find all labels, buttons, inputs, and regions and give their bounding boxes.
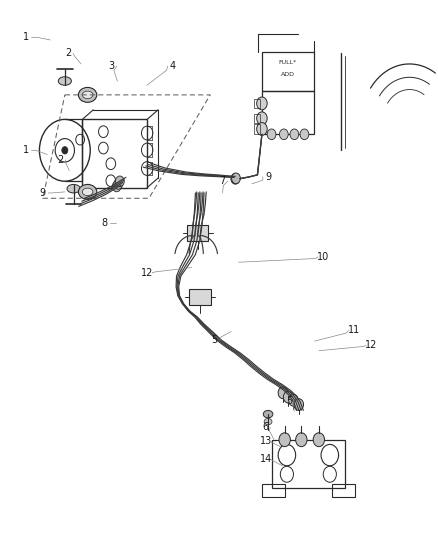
Bar	[262, 91, 314, 134]
Text: 9: 9	[40, 188, 46, 198]
Circle shape	[279, 433, 290, 447]
Circle shape	[62, 147, 68, 154]
Ellipse shape	[58, 77, 71, 85]
Text: 10: 10	[317, 252, 329, 262]
Circle shape	[279, 129, 288, 140]
Text: 5: 5	[212, 335, 218, 345]
Circle shape	[231, 173, 240, 184]
Text: 1: 1	[23, 33, 29, 42]
Text: 8: 8	[101, 218, 107, 228]
Circle shape	[231, 173, 240, 184]
Text: 13: 13	[260, 437, 272, 446]
Circle shape	[283, 391, 293, 403]
Ellipse shape	[78, 87, 97, 102]
Ellipse shape	[82, 188, 93, 196]
Bar	[254, 124, 260, 134]
Text: 11: 11	[348, 326, 360, 335]
Circle shape	[300, 129, 309, 140]
Circle shape	[313, 433, 325, 447]
Bar	[332, 484, 355, 497]
Circle shape	[257, 97, 267, 110]
Text: FULL*: FULL*	[279, 60, 297, 66]
Circle shape	[278, 387, 288, 399]
Bar	[262, 52, 314, 91]
Text: 7: 7	[219, 176, 226, 186]
Circle shape	[289, 394, 298, 406]
Circle shape	[294, 399, 304, 410]
Ellipse shape	[67, 184, 80, 193]
Bar	[262, 484, 285, 497]
Bar	[254, 114, 260, 123]
Circle shape	[290, 129, 299, 140]
Text: ADD: ADD	[281, 72, 295, 77]
Text: 4: 4	[170, 61, 176, 71]
Circle shape	[114, 179, 123, 189]
Bar	[189, 289, 211, 305]
Bar	[272, 440, 345, 488]
Bar	[82, 119, 147, 188]
Circle shape	[296, 433, 307, 447]
Ellipse shape	[82, 91, 93, 99]
Bar	[187, 225, 208, 241]
Text: 9: 9	[265, 172, 271, 182]
Circle shape	[257, 123, 267, 135]
Ellipse shape	[263, 410, 273, 418]
Text: 1: 1	[23, 146, 29, 155]
Bar	[254, 99, 260, 108]
Circle shape	[267, 129, 276, 140]
Ellipse shape	[264, 418, 272, 425]
Text: 6: 6	[262, 423, 268, 432]
Text: 12: 12	[141, 268, 153, 278]
Circle shape	[116, 176, 124, 187]
Text: 12: 12	[365, 341, 378, 350]
Text: 2: 2	[57, 155, 64, 165]
Circle shape	[232, 173, 240, 184]
Text: 3: 3	[109, 61, 115, 71]
Text: 14: 14	[260, 455, 272, 464]
Ellipse shape	[78, 184, 97, 199]
Text: 2: 2	[65, 49, 71, 58]
Circle shape	[112, 181, 121, 192]
Text: 5: 5	[286, 396, 292, 406]
Circle shape	[257, 112, 267, 125]
